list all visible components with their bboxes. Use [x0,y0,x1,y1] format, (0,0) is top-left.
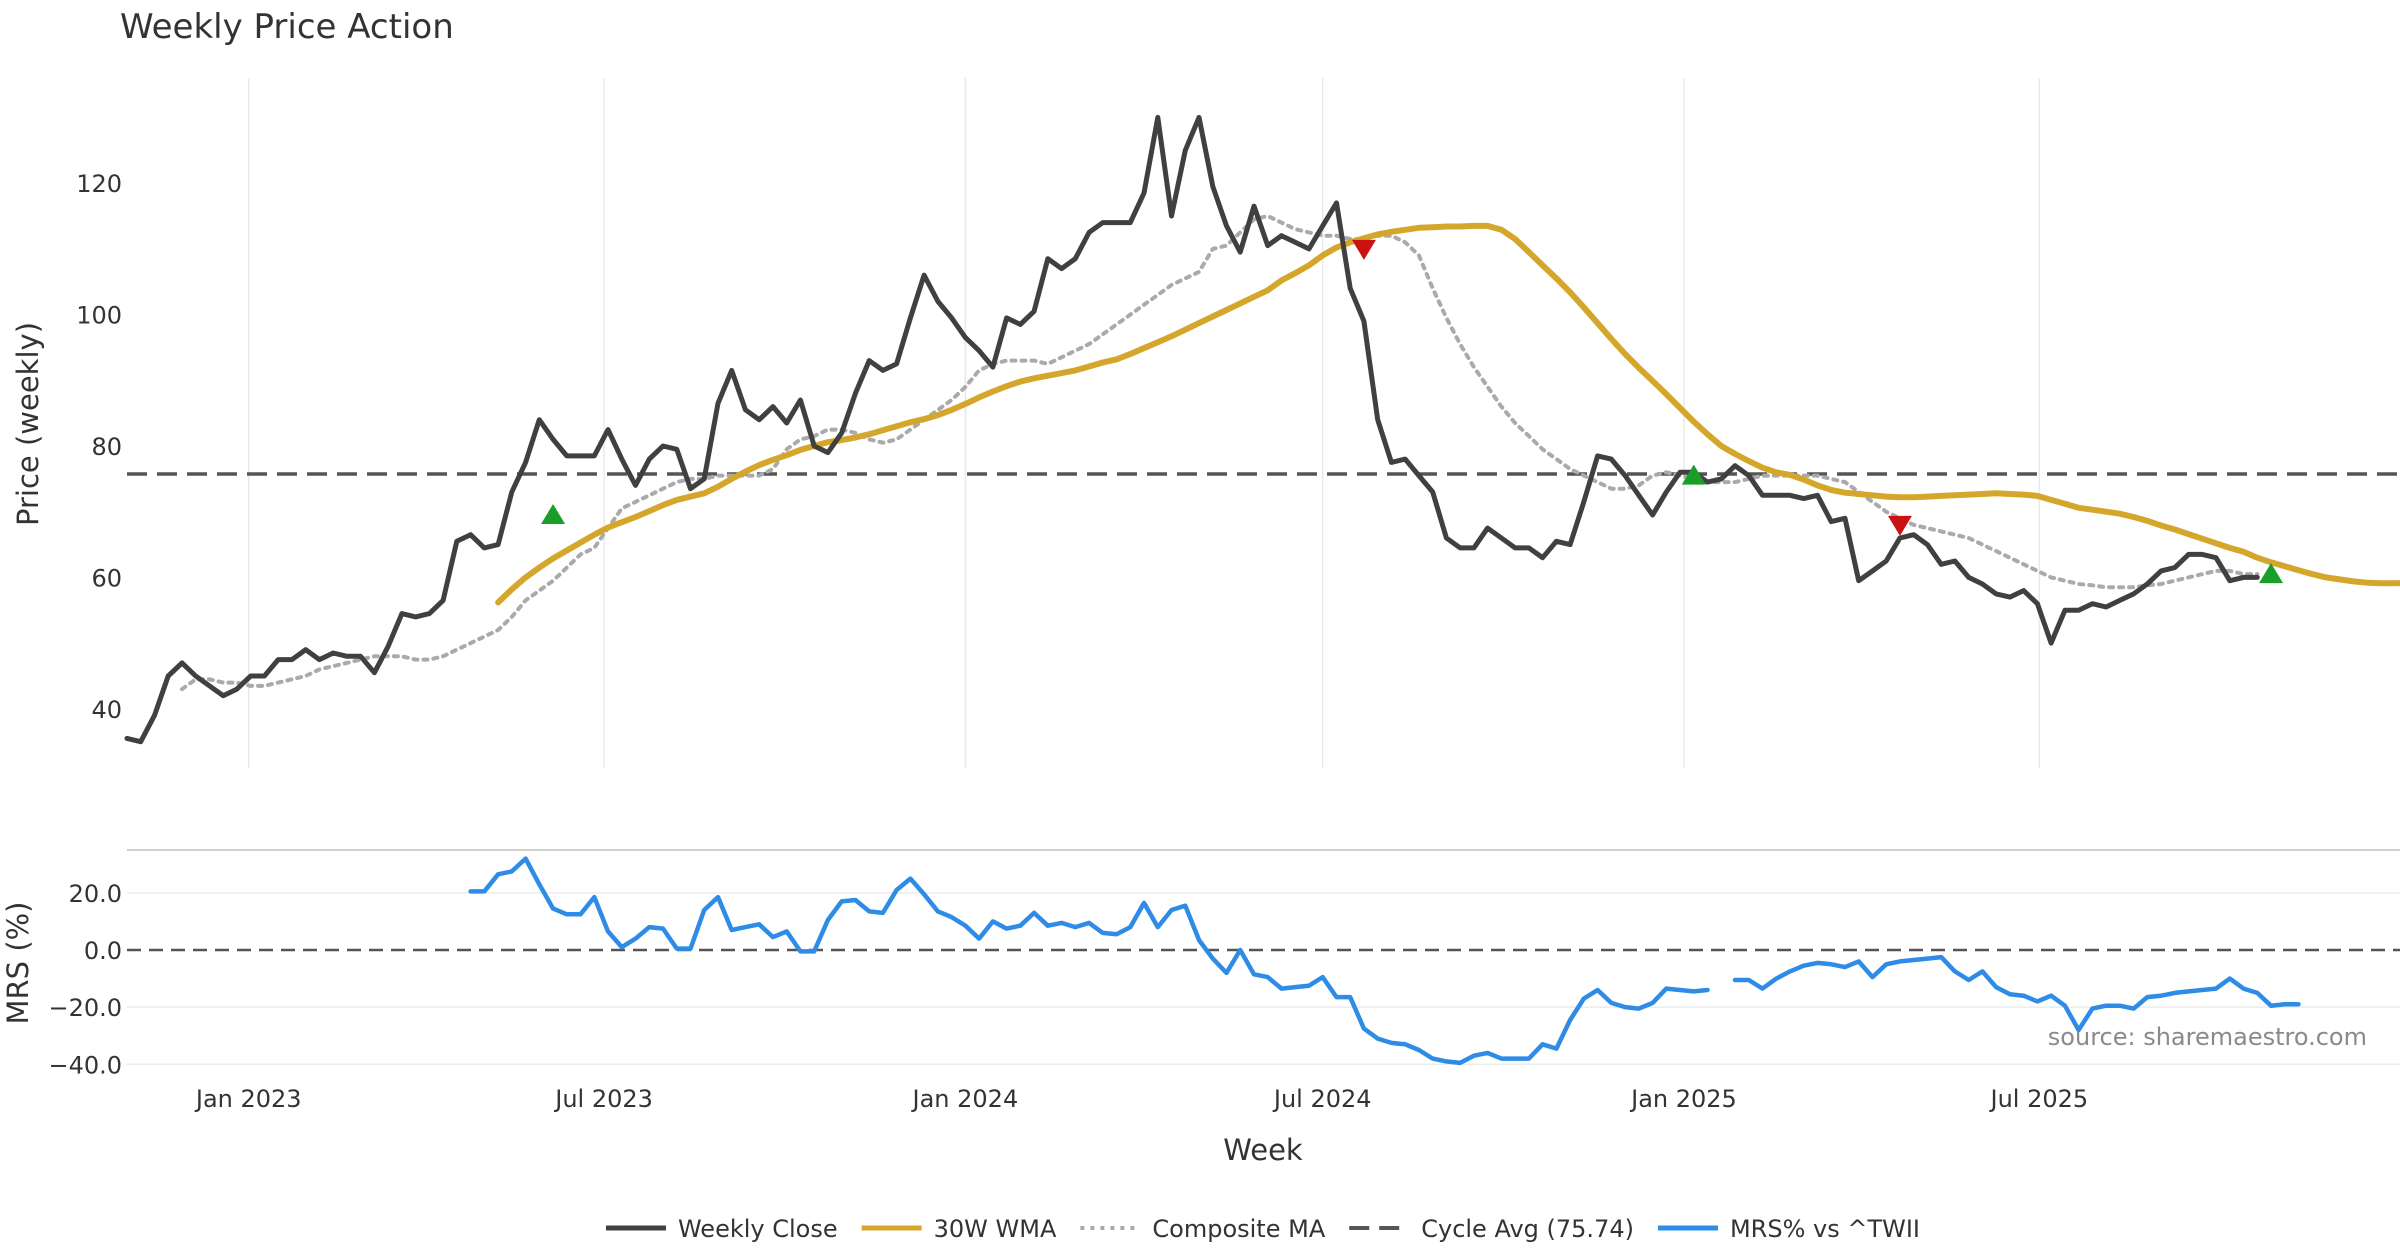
chart-title: Weekly Price Action [120,7,454,47]
price-y-ticks: 40 60 80 100 120 [76,170,122,724]
price-y-tick-label: 100 [76,302,122,330]
x-tick-label: Jul 2024 [1272,1085,1372,1113]
legend-label: 30W WMA [934,1215,1057,1243]
x-tick-label: Jan 2024 [911,1085,1019,1113]
mrs-panel-grid [127,849,2400,1066]
buy-signal-marker [541,504,566,524]
mrs-series-group [468,856,2301,1066]
buy-signal-marker [2259,563,2284,584]
mrs-y-axis-label: MRS (%) [1,902,35,1025]
price-y-tick-label: 80 [91,433,122,461]
sell-signal-marker [1351,239,1376,260]
weekly-close-line [124,114,2260,745]
buy-signal-marker [1681,464,1706,485]
mrs-y-tick-label: −40.0 [48,1051,122,1079]
mrs-y-tick-label: 20.0 [69,880,122,908]
x-axis-ticks: Jan 2023 Jul 2023 Jan 2024 Jul 2024 Jan 2025… [194,1085,2088,1113]
mrs-y-tick-label: −20.0 [48,994,122,1022]
price-y-tick-label: 120 [76,170,122,198]
composite-ma-line [180,214,2260,692]
source-note: source: sharemaestro.com [2048,1023,2367,1051]
legend-label: Cycle Avg (75.74) [1421,1215,1634,1243]
mrs-line [468,856,2301,1066]
legend-label: Composite MA [1152,1215,1325,1243]
price-y-tick-label: 60 [91,564,122,592]
x-tick-label: Jul 2025 [1989,1085,2089,1113]
price-y-tick-label: 40 [91,696,122,724]
legend-label: MRS% vs ^TWII [1730,1215,1920,1243]
x-tick-label: Jan 2023 [194,1085,302,1113]
price-y-axis-label: Price (weekly) [11,322,45,526]
signal-markers [541,239,2284,584]
x-tick-label: Jan 2025 [1629,1085,1737,1113]
mrs-y-ticks: 20.0 0.0 −20.0 −40.0 [48,880,122,1079]
price-series-group [124,114,2400,745]
x-axis-label: Week [1223,1133,1303,1167]
price-panel-grid [247,78,2041,768]
x-tick-label: Jul 2023 [553,1085,653,1113]
wma-30w-line [495,222,2400,606]
legend-label: Weekly Close [678,1215,838,1243]
chart-legend: Weekly Close 30W WMA Composite MA Cycle Avg… [605,1215,1920,1243]
mrs-y-tick-label: 0.0 [84,937,122,965]
sell-signal-marker [1887,515,1912,536]
